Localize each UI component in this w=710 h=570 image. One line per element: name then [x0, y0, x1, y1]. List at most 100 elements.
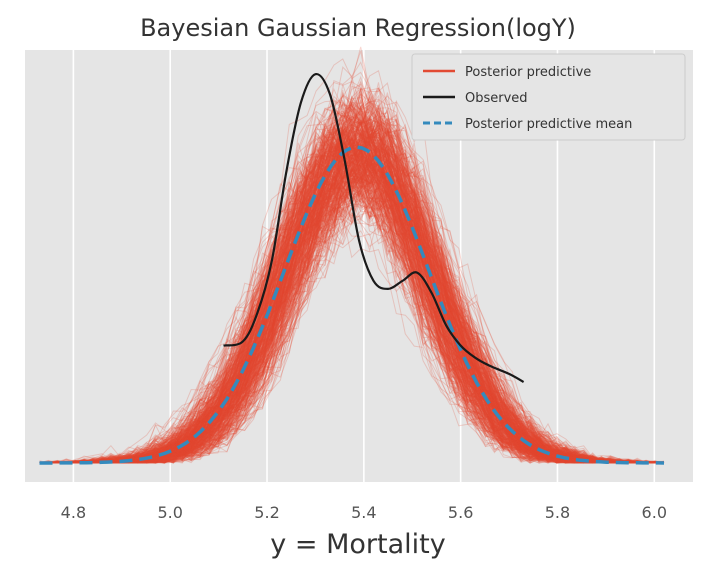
posterior-predictive-sample: [39, 70, 665, 464]
posterior-predictive-sample: [39, 159, 664, 464]
posterior-predictive-sample: [39, 141, 665, 464]
posterior-predictive-sample: [39, 182, 664, 464]
posterior-predictive-sample: [39, 189, 665, 464]
chart-title: Bayesian Gaussian Regression(logY): [140, 14, 576, 42]
posterior-predictive-sample: [39, 116, 665, 464]
posterior-predictive-sample: [39, 169, 665, 464]
posterior-predictive-sample: [39, 158, 664, 464]
posterior-predictive-sample: [39, 121, 665, 464]
posterior-predictive-sample: [39, 107, 665, 464]
observed-line: [223, 72, 525, 383]
posterior-predictive-sample: [39, 149, 665, 464]
posterior-predictive-sample: [39, 151, 665, 464]
posterior-predictive-sample: [39, 134, 665, 464]
posterior-predictive-sample: [39, 207, 665, 464]
posterior-predictive-sample: [39, 180, 664, 464]
posterior-predictive-sample: [39, 112, 665, 464]
posterior-predictive-sample: [39, 136, 665, 464]
posterior-predictive-sample: [39, 126, 665, 464]
posterior-predictive-sample: [39, 93, 665, 464]
legend: Posterior predictive Observed Posterior …: [411, 53, 686, 141]
posterior-predictive-sample: [39, 179, 664, 464]
posterior-predictive-sample: [39, 147, 665, 464]
posterior-predictive-sample: [39, 115, 665, 464]
posterior-predictive-sample: [39, 135, 665, 464]
posterior-predictive-sample: [39, 147, 665, 464]
posterior-predictive-sample: [39, 152, 665, 464]
posterior-predictive-sample: [39, 143, 665, 464]
posterior-predictive-sample: [39, 139, 665, 464]
posterior-predictive-sample: [39, 159, 665, 464]
posterior-predictive-sample: [39, 127, 665, 464]
posterior-predictive-sample: [39, 110, 665, 464]
posterior-predictive-sample: [39, 157, 665, 464]
posterior-predictive-sample: [39, 161, 665, 464]
posterior-predictive-sample: [39, 148, 665, 464]
posterior-predictive-sample: [39, 123, 664, 464]
posterior-predictive-sample: [39, 138, 665, 464]
posterior-predictive-sample: [39, 81, 665, 464]
posterior-predictive-sample: [39, 114, 664, 464]
posterior-predictive-sample: [39, 95, 665, 464]
posterior-predictive-sample: [39, 110, 665, 464]
posterior-predictive-mean-line: [39, 145, 665, 465]
posterior-predictive-sample: [39, 118, 665, 464]
posterior-predictive-sample: [39, 99, 664, 464]
posterior-predictive-sample: [39, 139, 665, 464]
posterior-predictive-sample: [39, 75, 664, 464]
posterior-predictive-sample: [39, 114, 664, 464]
posterior-predictive-sample: [39, 144, 665, 464]
posterior-predictive-sample: [39, 119, 665, 464]
posterior-predictive-sample: [39, 111, 665, 464]
posterior-predictive-sample: [39, 153, 665, 464]
posterior-predictive-sample: [39, 130, 665, 464]
posterior-predictive-sample: [39, 104, 665, 464]
posterior-predictive-sample: [39, 128, 664, 464]
posterior-predictive-sample: [39, 160, 664, 464]
posterior-predictive-sample: [39, 87, 665, 464]
posterior-predictive-sample: [39, 116, 665, 464]
posterior-predictive-sample: [39, 146, 664, 464]
posterior-predictive-sample: [39, 132, 665, 464]
posterior-predictive-sample: [39, 101, 665, 464]
posterior-predictive-sample: [39, 169, 665, 464]
x-axis-label: y = Mortality: [270, 529, 445, 560]
posterior-predictive-sample: [39, 123, 665, 464]
posterior-predictive-sample: [39, 132, 665, 464]
posterior-predictive-sample: [39, 141, 665, 464]
posterior-predictive-sample: [39, 157, 665, 464]
legend-label-posterior-predictive: Posterior predictive: [465, 65, 591, 80]
posterior-predictive-sample: [39, 151, 665, 464]
posterior-predictive-sample: [39, 118, 665, 464]
x-tick-label: 6.0: [642, 503, 667, 522]
posterior-predictive-sample: [39, 128, 664, 464]
posterior-predictive-sample: [39, 87, 664, 464]
posterior-predictive-sample: [39, 196, 665, 464]
posterior-predictive-sample: [39, 132, 664, 464]
x-tick-label: 5.2: [254, 503, 279, 522]
posterior-predictive-sample: [39, 154, 664, 464]
posterior-predictive-sample: [39, 128, 665, 464]
posterior-predictive-sample: [39, 181, 665, 464]
posterior-predictive-sample: [39, 61, 665, 464]
posterior-predictive-sample: [39, 136, 664, 464]
posterior-predictive-sample: [39, 146, 665, 464]
posterior-predictive-sample: [39, 129, 664, 464]
posterior-predictive-sample: [39, 134, 665, 464]
posterior-predictive-sample: [39, 118, 665, 464]
posterior-predictive-sample: [39, 118, 665, 464]
posterior-predictive-sample: [39, 161, 665, 464]
posterior-predictive-sample: [39, 167, 665, 464]
posterior-predictive-sample: [39, 94, 665, 464]
posterior-predictive-sample: [39, 164, 665, 464]
legend-box: [411, 53, 686, 141]
posterior-predictive-sample: [39, 165, 665, 464]
posterior-predictive-sample: [39, 131, 665, 464]
posterior-predictive-sample: [39, 167, 665, 464]
posterior-predictive-sample: [39, 139, 665, 464]
posterior-predictive-sample: [39, 199, 664, 464]
posterior-predictive-sample: [39, 132, 665, 464]
posterior-predictive-sample: [39, 128, 665, 464]
posterior-predictive-sample: [39, 129, 665, 464]
posterior-predictive-sample: [39, 131, 665, 464]
